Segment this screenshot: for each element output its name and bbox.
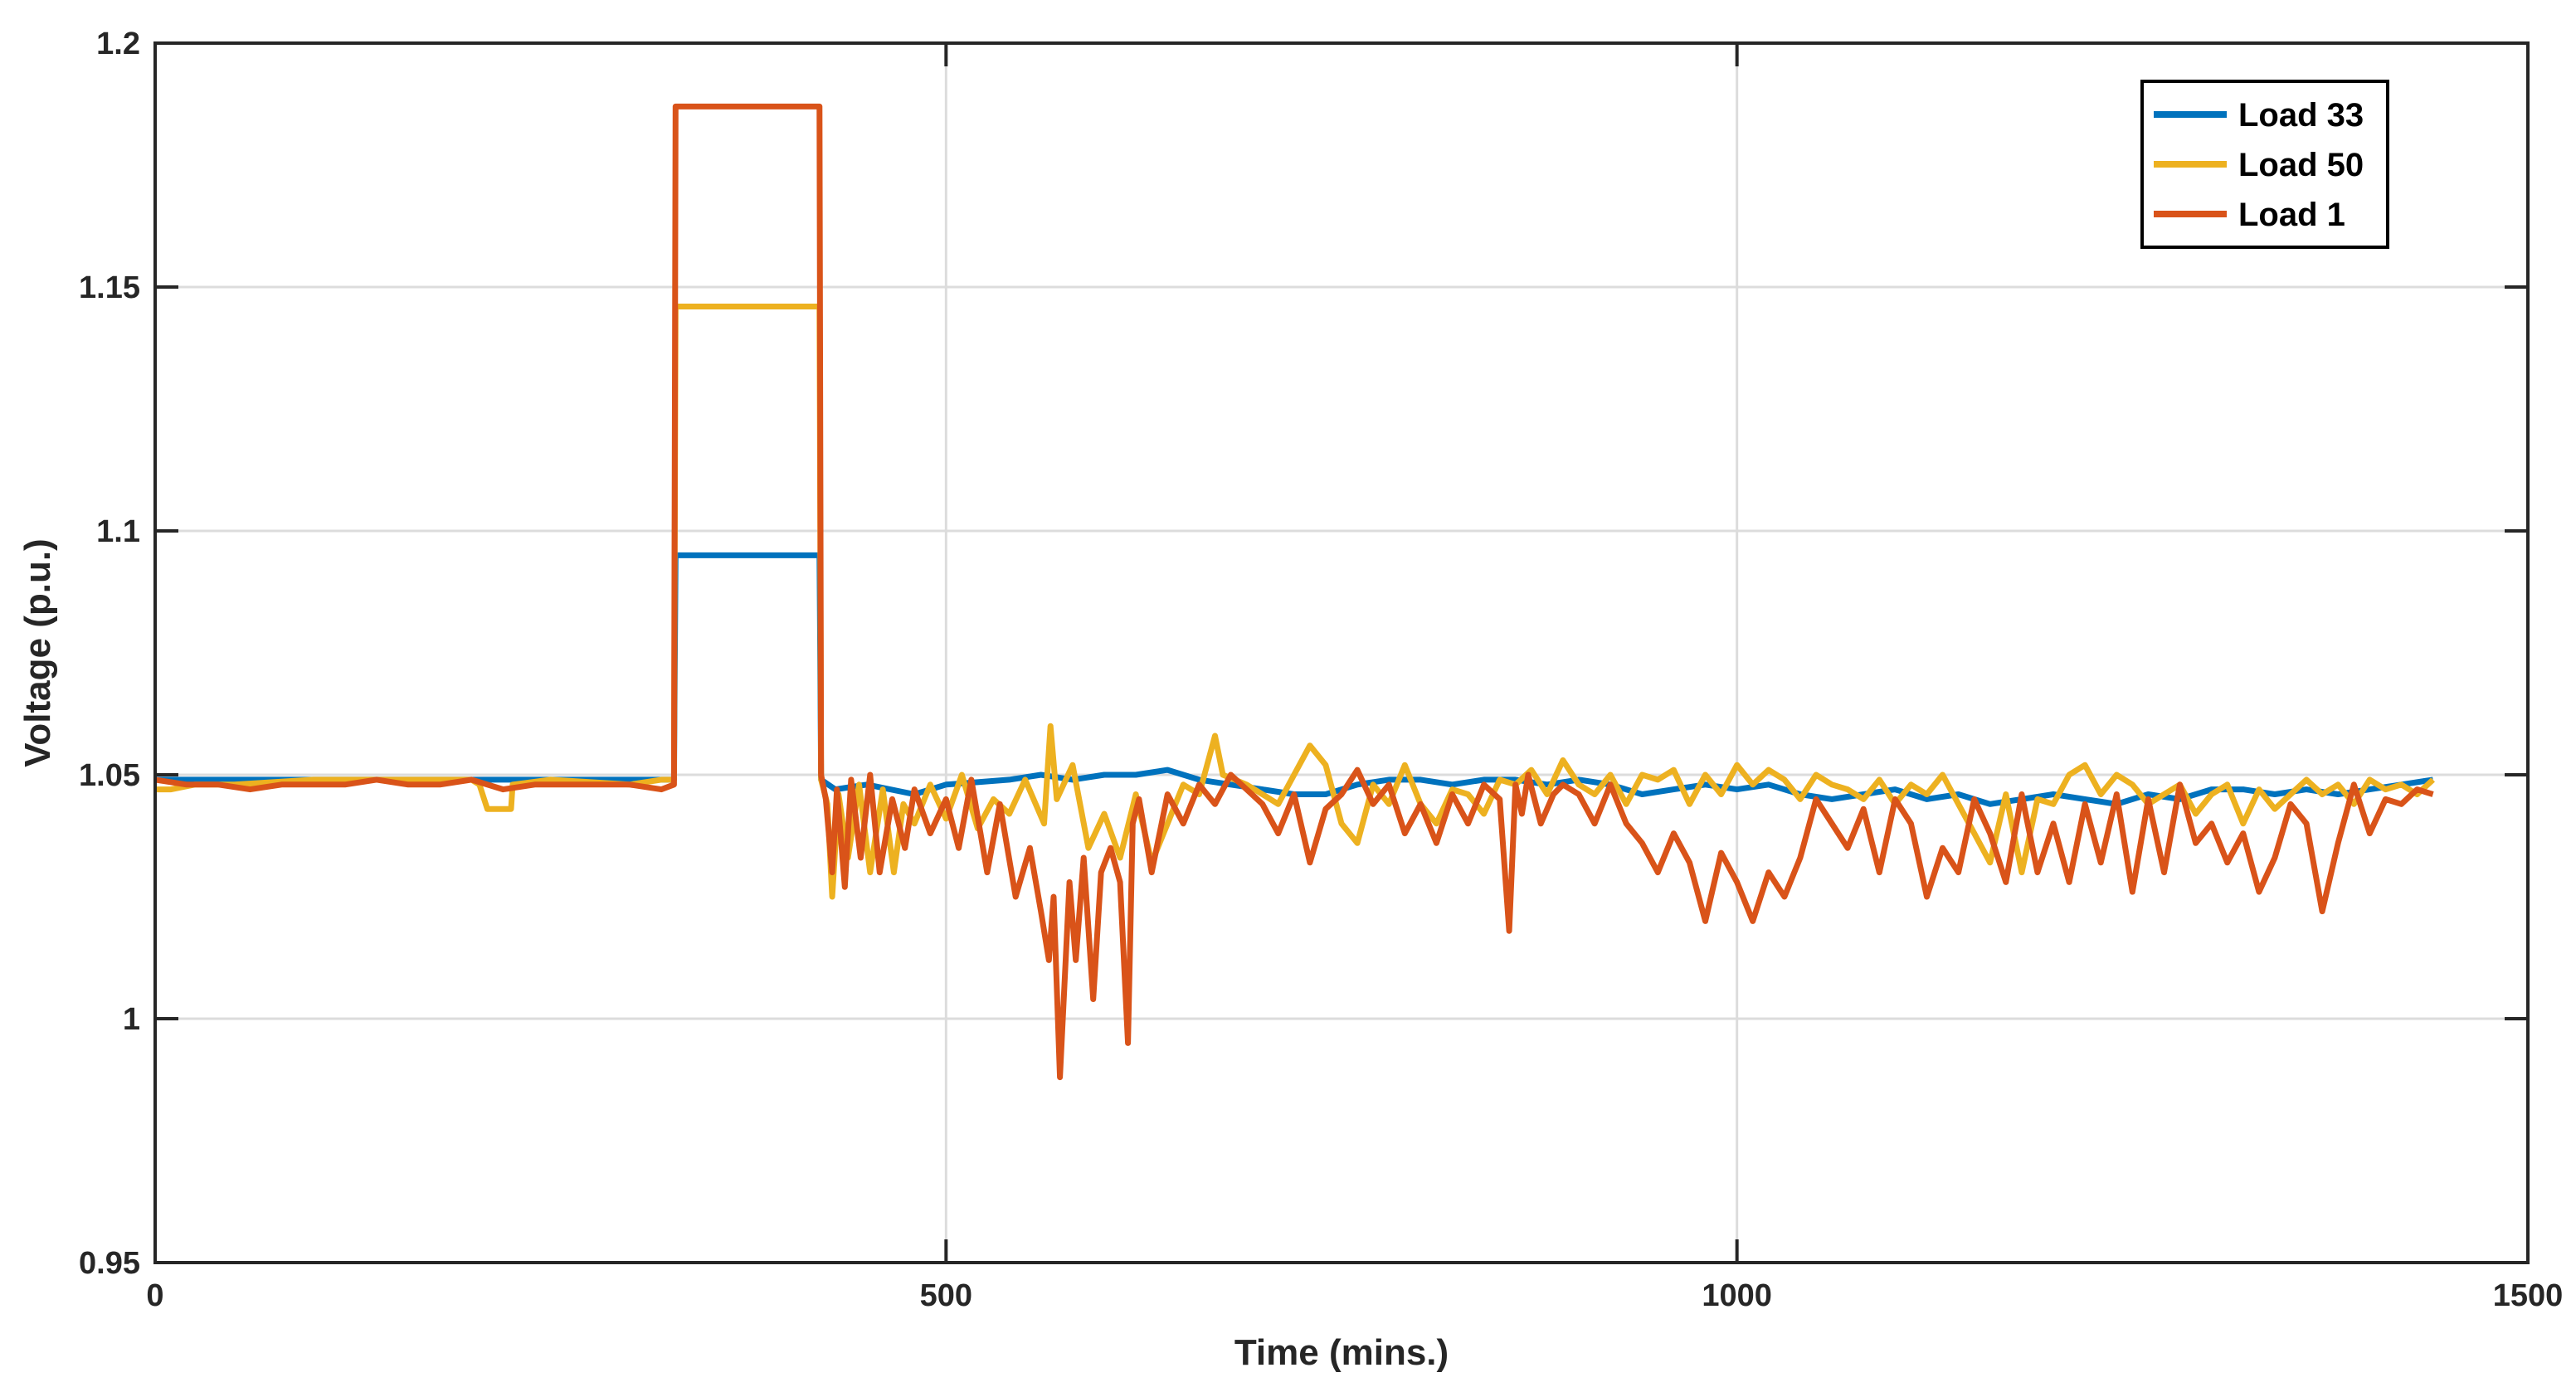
legend-label-load-33: Load 33 [2238,97,2364,134]
x-tick-label: 500 [920,1278,972,1313]
x-tick-label: 1500 [2493,1278,2564,1313]
plot-area [155,43,2528,1263]
y-axis-label: Voltage (p.u.) [17,538,58,767]
x-tick-label: 0 [146,1278,163,1313]
y-tick-label: 1.1 [96,514,140,549]
series-lines [154,103,2435,1081]
y-tick-label: 1.05 [79,758,140,793]
legend-label-load-1: Load 1 [2238,197,2345,233]
series-line-load-1 [154,103,2434,1081]
legend-label-load-50: Load 50 [2238,147,2364,183]
y-tick-label: 1.2 [96,27,140,61]
y-tick-label: 1.15 [79,270,140,305]
x-tick-label: 1000 [1702,1278,1772,1313]
series-line-load-50 [155,304,2435,900]
y-tick-label: 0.95 [79,1246,140,1281]
y-tick-label: 1 [123,1002,140,1037]
axes-box [153,41,2530,1264]
axis-ticks: 0 500 1000 1500 0.95 1 1.05 1.1 1.15 1.2 [79,27,2563,1313]
x-axis-label: Time (mins.) [1234,1332,1449,1373]
legend: Load 33 Load 50 Load 1 [2140,80,2389,249]
